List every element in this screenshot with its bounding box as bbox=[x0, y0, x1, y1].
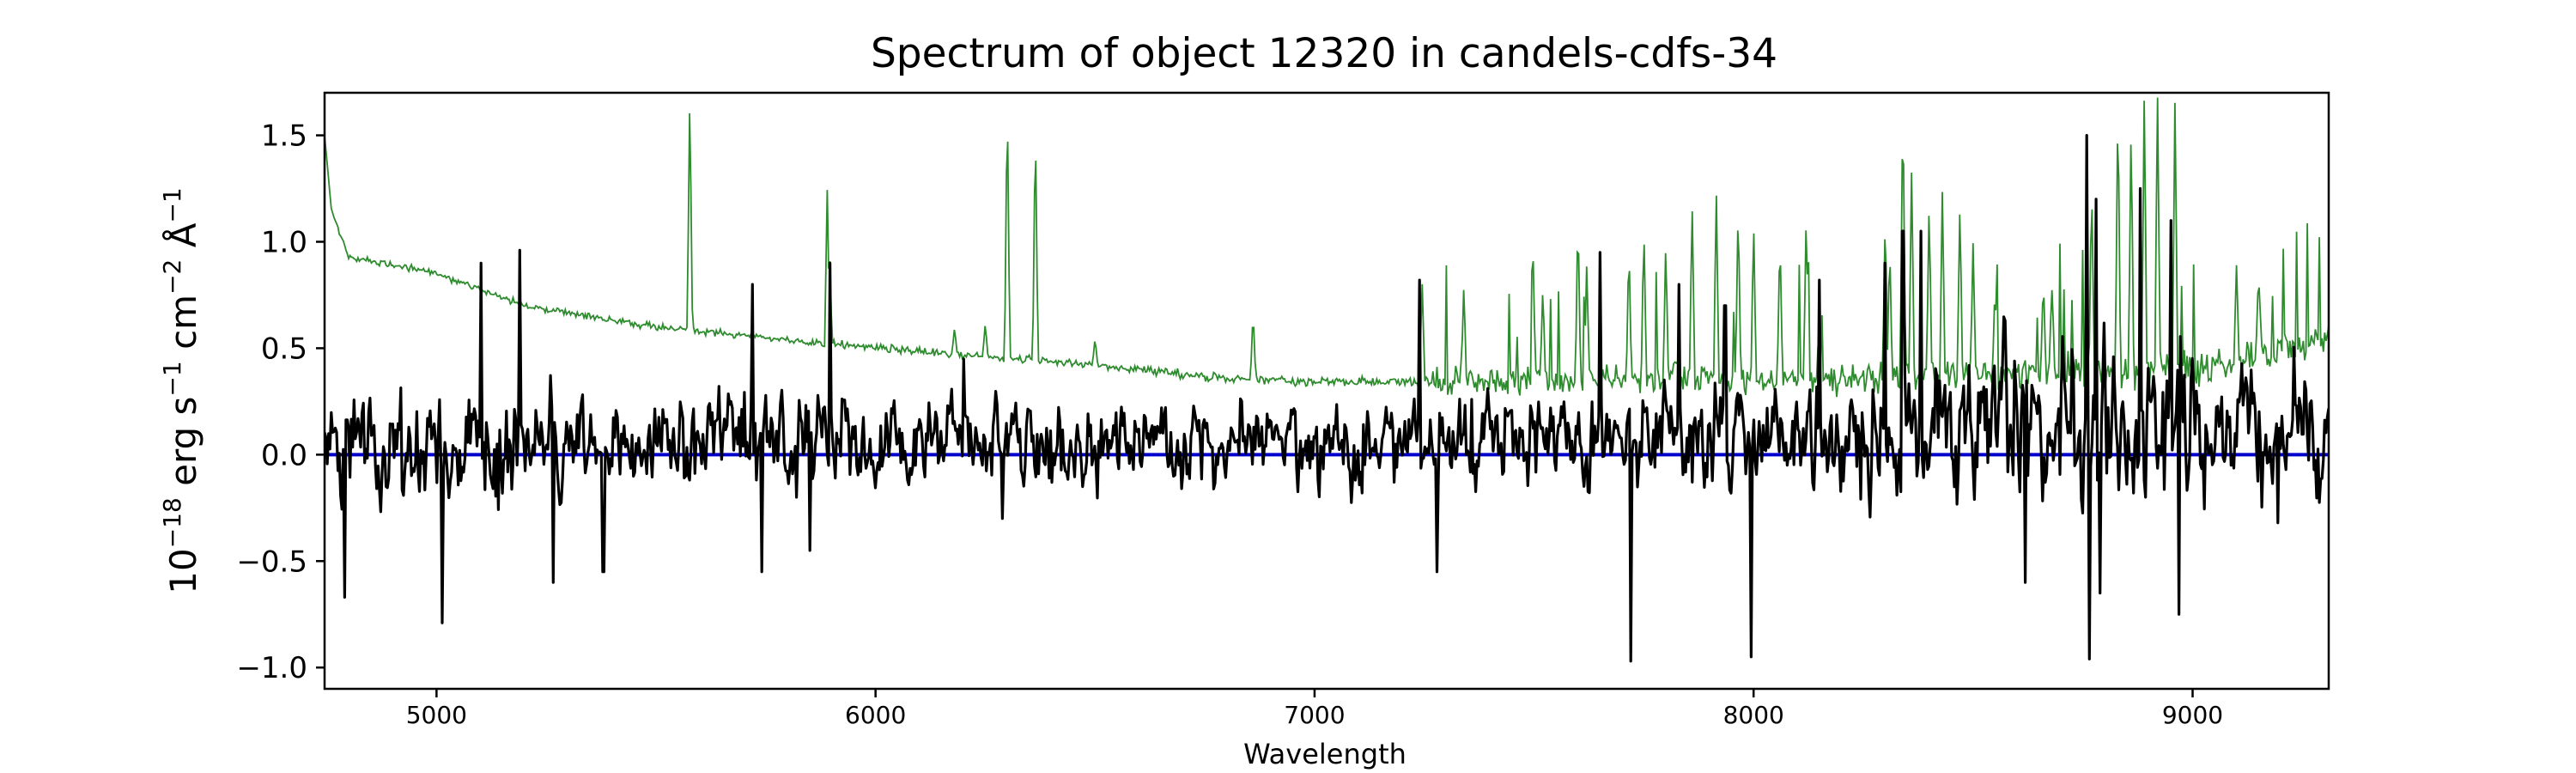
y-axis-label-unit-cm: cm bbox=[162, 295, 204, 361]
y-axis-label-exp-s: −1 bbox=[158, 361, 186, 396]
y-tick-label: −1.0 bbox=[236, 651, 307, 685]
y-axis: −1.0 −0.5 0.0 0.5 1.0 1.5 bbox=[236, 119, 325, 685]
x-axis: 5000 6000 7000 8000 9000 bbox=[406, 689, 2223, 729]
plot-frame bbox=[323, 91, 2330, 691]
y-axis-label-unit-angstrom: Å bbox=[161, 222, 204, 259]
y-tick-label: −0.5 bbox=[236, 545, 307, 579]
y-axis-label-base: 10 bbox=[162, 548, 204, 593]
y-tick-label: 0.5 bbox=[261, 332, 307, 366]
series-line-error bbox=[325, 97, 2329, 398]
x-tick-label: 9000 bbox=[2162, 701, 2223, 729]
x-tick-label: 5000 bbox=[406, 701, 467, 729]
plot-area bbox=[323, 91, 2330, 691]
y-tick-label: 1.5 bbox=[261, 119, 307, 154]
y-axis-label-exp-cm: −2 bbox=[158, 259, 186, 295]
y-axis-label-exp-angstrom: −1 bbox=[158, 187, 186, 222]
x-tick-label: 6000 bbox=[845, 701, 906, 729]
x-tick-label: 8000 bbox=[1723, 701, 1784, 729]
series-line-flux bbox=[325, 134, 2329, 663]
y-tick-label: 0.0 bbox=[261, 438, 307, 472]
x-axis-label: Wavelength bbox=[1243, 738, 1406, 770]
y-axis-label-exp: −18 bbox=[158, 497, 186, 548]
x-tick-label: 7000 bbox=[1284, 701, 1345, 729]
chart-title: Spectrum of object 12320 in candels-cdfs… bbox=[871, 30, 1777, 77]
y-axis-label: 10−18 erg s−1 cm−2 Å−1 bbox=[158, 187, 204, 593]
y-tick-label: 1.0 bbox=[261, 226, 307, 260]
y-axis-label-unit-erg: erg s bbox=[162, 397, 204, 498]
